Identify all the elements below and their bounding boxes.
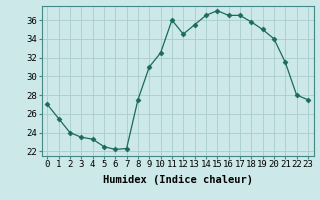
X-axis label: Humidex (Indice chaleur): Humidex (Indice chaleur) xyxy=(103,175,252,185)
